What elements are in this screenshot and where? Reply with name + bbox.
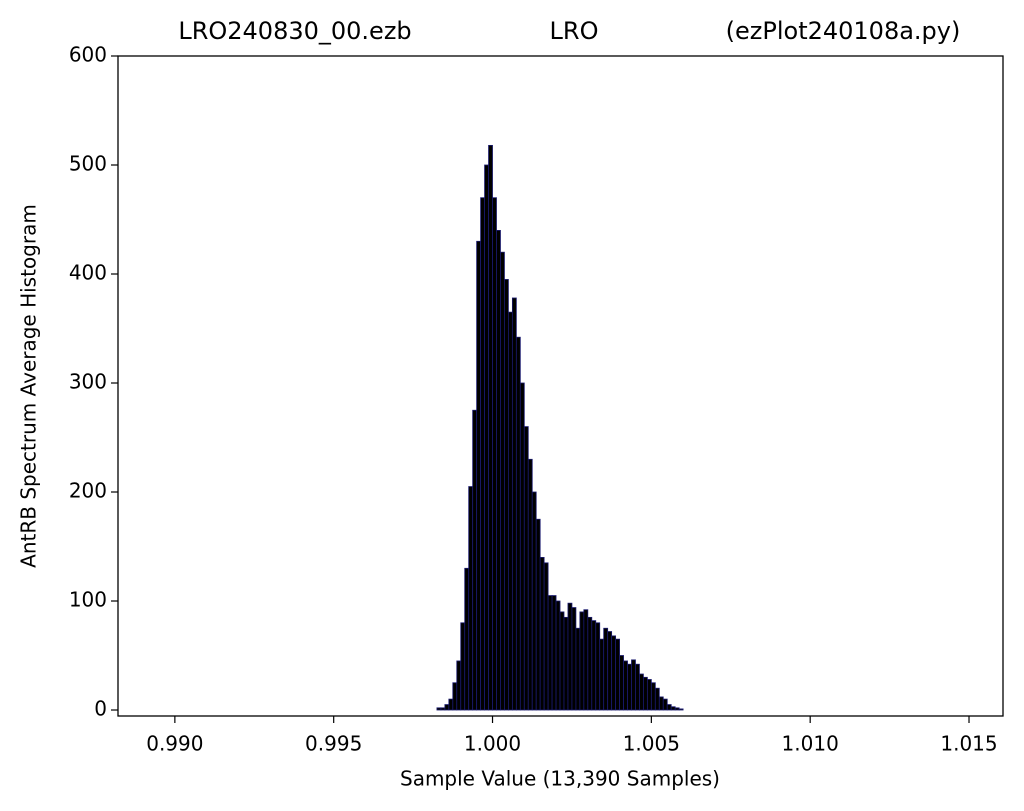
x-tick-label: 0.995 <box>305 732 362 756</box>
bar <box>583 609 589 711</box>
x-tick-label: 1.015 <box>940 732 997 756</box>
bar <box>599 638 605 711</box>
bar <box>492 197 497 711</box>
bar <box>639 673 644 711</box>
bar <box>575 627 581 711</box>
y-tick-label: 0 <box>94 697 107 721</box>
chart-title-right: (ezPlot240108a.py) <box>726 17 961 45</box>
y-tick-label: 100 <box>69 588 107 612</box>
chart-title-left: LRO240830_00.ezb <box>178 17 411 45</box>
bar <box>539 557 545 711</box>
bar <box>543 562 549 711</box>
bar <box>563 616 569 711</box>
y-axis-label: AntRB Spectrum Average Histogram <box>17 204 41 568</box>
bar <box>559 611 565 711</box>
bar <box>468 486 474 711</box>
y-tick-label: 200 <box>69 479 107 503</box>
plot-frame <box>117 55 1004 717</box>
bar <box>460 622 466 711</box>
bar <box>555 600 561 711</box>
bar <box>500 251 505 711</box>
bar <box>448 698 454 711</box>
bar <box>631 659 636 711</box>
bar <box>444 704 450 711</box>
bar <box>508 311 513 711</box>
bar <box>547 595 553 711</box>
bar <box>591 620 597 711</box>
bar <box>472 409 478 711</box>
x-tick-label: 1.010 <box>782 732 839 756</box>
bar <box>519 382 525 711</box>
bar <box>623 660 628 711</box>
bar <box>531 491 537 711</box>
bar <box>666 704 672 711</box>
bar <box>646 679 652 711</box>
x-tick-label: 1.005 <box>623 732 680 756</box>
bar <box>654 687 660 711</box>
bar <box>476 240 482 711</box>
bar <box>670 706 676 711</box>
bar <box>595 622 601 711</box>
bar <box>480 197 485 711</box>
bar <box>456 660 462 711</box>
bar <box>567 602 573 711</box>
bar <box>611 635 617 711</box>
chart-title: LRO <box>550 17 599 45</box>
bar <box>650 682 656 711</box>
bar <box>619 655 624 711</box>
bar <box>579 611 585 711</box>
bar <box>658 696 664 711</box>
bar <box>674 707 680 711</box>
x-axis-label: Sample Value (13,390 Samples) <box>400 767 720 791</box>
x-tick-label: 0.990 <box>146 732 203 756</box>
bar <box>527 458 533 711</box>
bar <box>603 627 609 711</box>
bar <box>452 682 458 711</box>
y-tick-label: 300 <box>69 370 107 394</box>
y-tick-label: 500 <box>69 152 107 176</box>
x-tick-label: 1.000 <box>464 732 521 756</box>
bar <box>662 698 668 711</box>
bar <box>607 631 613 711</box>
bar <box>515 336 521 711</box>
bar <box>571 607 577 711</box>
bar <box>488 144 493 711</box>
bar <box>635 663 640 711</box>
bar <box>436 707 442 711</box>
bar <box>587 616 593 711</box>
y-tick-label: 600 <box>69 43 107 67</box>
bar <box>504 279 509 711</box>
bar <box>523 426 529 711</box>
bar <box>484 164 489 711</box>
y-tick-label: 400 <box>69 261 107 285</box>
bar <box>511 297 517 711</box>
bar <box>678 708 684 711</box>
bar <box>551 595 557 711</box>
bar <box>643 676 648 711</box>
bar <box>464 567 470 711</box>
bar <box>535 518 541 711</box>
bar <box>615 638 620 711</box>
bar <box>627 663 632 711</box>
bar <box>440 707 446 711</box>
bar <box>496 230 501 711</box>
